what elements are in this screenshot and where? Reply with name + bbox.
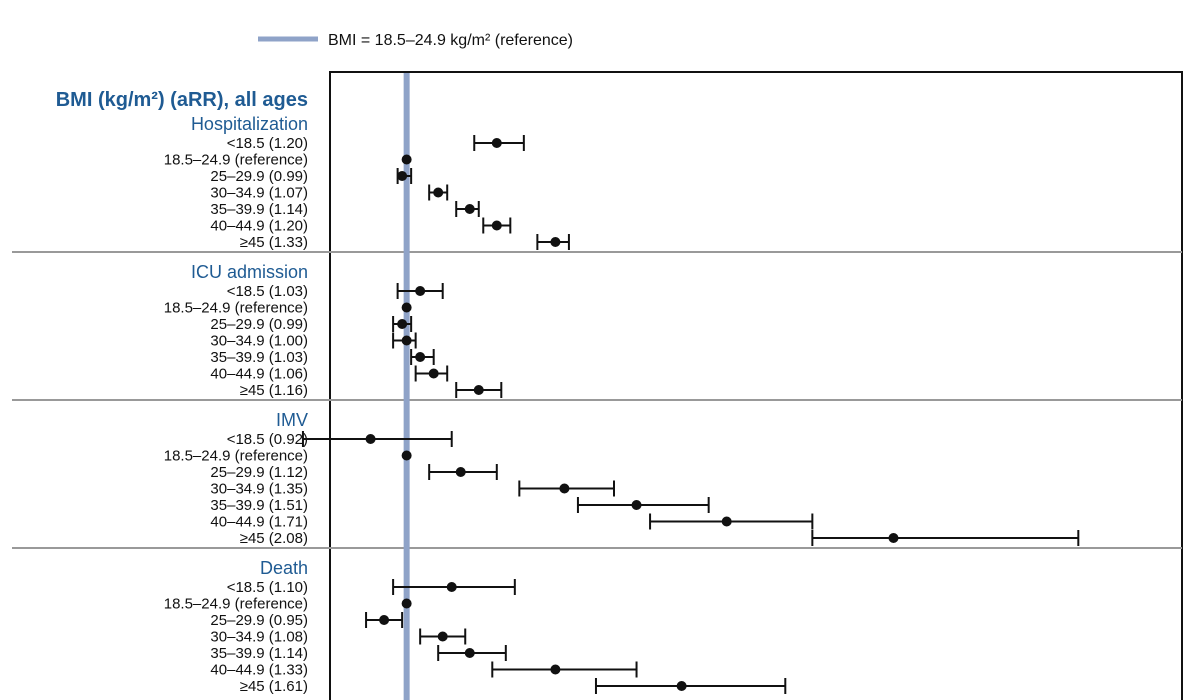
point-estimate bbox=[433, 187, 444, 198]
section-title-hospitalization: Hospitalization bbox=[191, 114, 308, 134]
point-estimate bbox=[559, 483, 570, 494]
row-label: ≥45 (2.08) bbox=[240, 530, 308, 547]
row-label: <18.5 (1.10) bbox=[227, 579, 308, 596]
section-dividers bbox=[12, 251, 1182, 549]
row-label: 25–29.9 (1.12) bbox=[210, 464, 308, 481]
point-estimate bbox=[379, 615, 390, 625]
point-estimate bbox=[721, 516, 732, 527]
row-label: ≥45 (1.33) bbox=[240, 234, 308, 251]
row-label: 18.5–24.9 (reference) bbox=[164, 300, 308, 317]
point-estimate bbox=[550, 664, 561, 675]
point-estimate bbox=[631, 500, 642, 510]
point-estimate bbox=[464, 204, 475, 214]
point-estimate bbox=[446, 582, 457, 592]
row-label: 18.5–24.9 (reference) bbox=[164, 596, 308, 613]
point-estimate bbox=[473, 385, 484, 395]
row-label: 30–34.9 (1.07) bbox=[210, 185, 308, 202]
point-estimate bbox=[365, 434, 376, 444]
point-estimate bbox=[491, 220, 502, 231]
point-estimate bbox=[401, 598, 412, 609]
row-label: 35–39.9 (1.14) bbox=[210, 201, 308, 218]
point-estimate bbox=[464, 648, 475, 658]
point-estimate bbox=[415, 352, 426, 362]
point-estimate bbox=[888, 533, 899, 543]
row-label: 40–44.9 (1.06) bbox=[210, 366, 308, 383]
row-label: 25–29.9 (0.95) bbox=[210, 612, 308, 629]
point-estimate bbox=[401, 154, 412, 165]
section-title-death: Death bbox=[260, 558, 308, 578]
point-estimate bbox=[415, 286, 426, 296]
row-label: 25–29.9 (0.99) bbox=[210, 316, 308, 333]
point-estimate bbox=[428, 368, 439, 379]
row-label: 40–44.9 (1.71) bbox=[210, 514, 308, 531]
row-label: 30–34.9 (1.08) bbox=[210, 629, 308, 646]
point-estimate bbox=[401, 335, 412, 346]
point-estimate bbox=[397, 319, 408, 329]
row-label: <18.5 (1.03) bbox=[227, 283, 308, 300]
point-estimate bbox=[397, 171, 408, 181]
legend-label: BMI = 18.5–24.9 kg/m² (reference) bbox=[328, 32, 573, 49]
row-label: 30–34.9 (1.00) bbox=[210, 333, 308, 350]
chart-title: BMI (kg/m²) (aRR), all ages bbox=[56, 89, 308, 111]
row-label: 18.5–24.9 (reference) bbox=[164, 152, 308, 169]
row-label: 30–34.9 (1.35) bbox=[210, 481, 308, 498]
plot-frame bbox=[329, 71, 1183, 700]
point-estimate bbox=[676, 681, 687, 691]
section-title-icu-admission: ICU admission bbox=[191, 262, 308, 282]
row-label: ≥45 (1.16) bbox=[240, 382, 308, 399]
row-label: 40–44.9 (1.20) bbox=[210, 218, 308, 235]
point-estimate bbox=[550, 237, 561, 247]
point-estimate bbox=[401, 302, 412, 313]
rows-layer: Hospitalization<18.5 (1.20)18.5–24.9 (re… bbox=[164, 114, 1080, 695]
row-label: 35–39.9 (1.51) bbox=[210, 497, 308, 514]
point-estimate bbox=[491, 138, 502, 148]
row-label: 35–39.9 (1.03) bbox=[210, 349, 308, 366]
row-label: 35–39.9 (1.14) bbox=[210, 645, 308, 662]
row-label: <18.5 (1.20) bbox=[227, 135, 308, 152]
row-label: 25–29.9 (0.99) bbox=[210, 168, 308, 185]
point-estimate bbox=[437, 631, 448, 642]
row-label: 40–44.9 (1.33) bbox=[210, 662, 308, 679]
row-label: <18.5 (0.92) bbox=[227, 431, 308, 448]
point-estimate bbox=[401, 450, 412, 461]
section-title-imv: IMV bbox=[276, 410, 308, 430]
row-label: ≥45 (1.61) bbox=[240, 678, 308, 695]
point-estimate bbox=[455, 467, 466, 477]
row-label: 18.5–24.9 (reference) bbox=[164, 448, 308, 465]
